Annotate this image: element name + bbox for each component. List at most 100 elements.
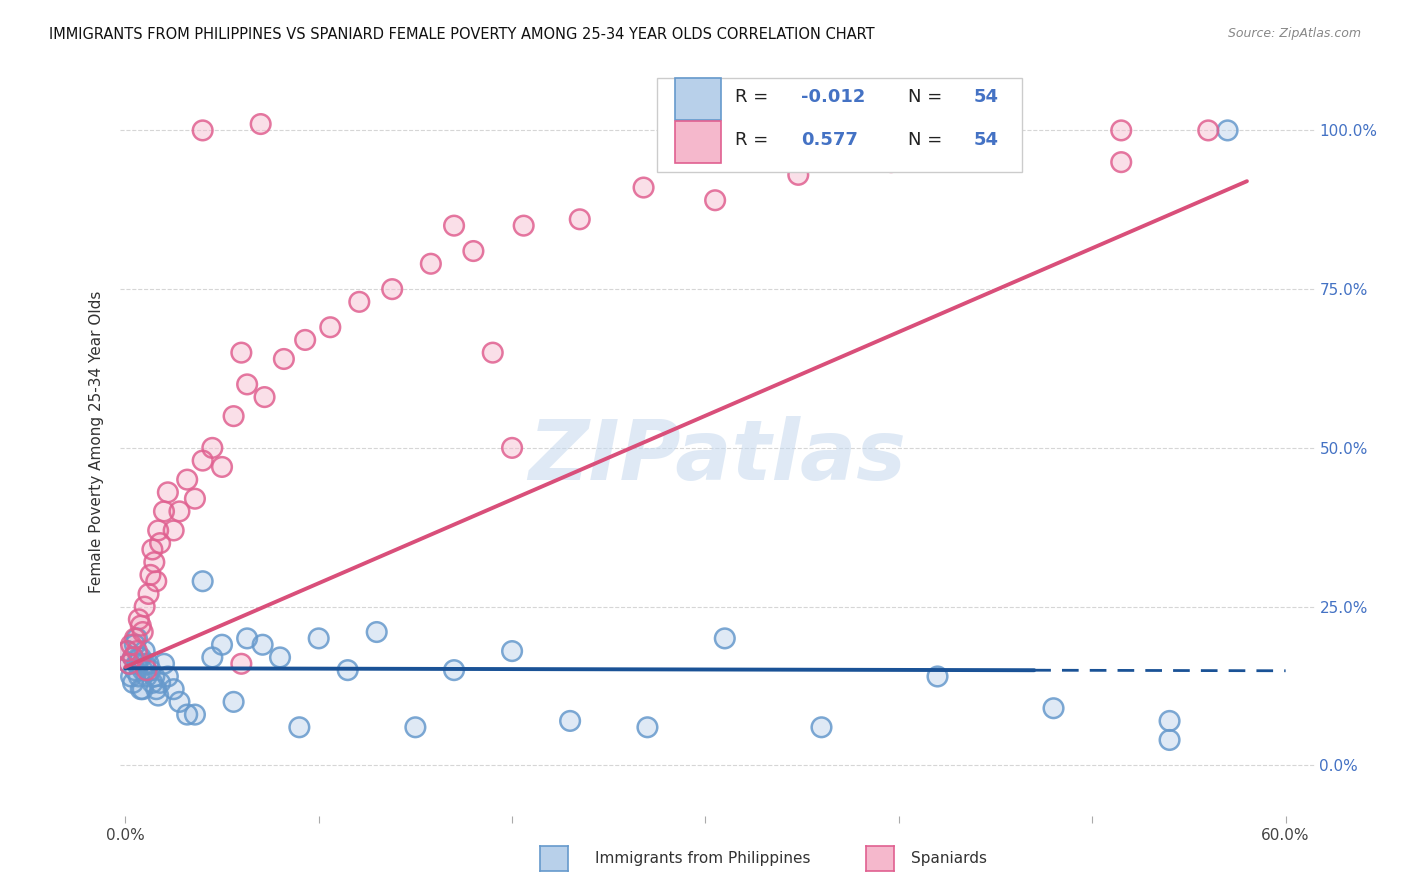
Text: ZIPatlas: ZIPatlas — [529, 416, 905, 497]
Point — [1042, 701, 1064, 715]
Point — [294, 333, 316, 347]
Point — [633, 180, 655, 194]
Point — [122, 676, 145, 690]
Point — [117, 644, 139, 658]
Point — [176, 707, 198, 722]
Point — [184, 491, 207, 506]
Point — [1216, 123, 1239, 137]
Point — [211, 638, 233, 652]
Point — [129, 650, 152, 665]
Point — [134, 657, 156, 671]
Point — [129, 618, 152, 632]
Point — [191, 574, 214, 589]
Point — [148, 689, 170, 703]
Point — [145, 682, 167, 697]
Point — [1042, 701, 1064, 715]
Point — [1216, 123, 1239, 137]
Point — [132, 663, 155, 677]
Point — [124, 638, 146, 652]
Point — [191, 453, 214, 467]
Point — [1159, 714, 1181, 728]
Point — [201, 650, 224, 665]
Point — [149, 676, 172, 690]
Point — [236, 377, 259, 392]
Point — [135, 663, 157, 677]
Point — [927, 669, 949, 683]
Point — [135, 663, 157, 677]
Point — [481, 345, 503, 359]
Point — [124, 663, 146, 677]
Point — [501, 441, 523, 455]
Point — [1109, 155, 1132, 169]
Point — [145, 682, 167, 697]
Point — [138, 657, 160, 671]
Point — [153, 504, 176, 518]
Point — [191, 574, 214, 589]
Point — [139, 567, 162, 582]
Point — [349, 294, 371, 309]
Point — [810, 720, 832, 734]
Point — [463, 244, 485, 258]
Text: IMMIGRANTS FROM PHILIPPINES VS SPANIARD FEMALE POVERTY AMONG 25-34 YEAR OLDS COR: IMMIGRANTS FROM PHILIPPINES VS SPANIARD … — [49, 27, 875, 42]
Point — [163, 524, 186, 538]
Point — [148, 524, 170, 538]
Point — [336, 663, 359, 677]
Point — [153, 657, 176, 671]
Point — [988, 143, 1011, 157]
Point — [134, 657, 156, 671]
Point — [222, 409, 245, 424]
Point — [118, 657, 141, 671]
Point — [288, 720, 311, 734]
Point — [633, 180, 655, 194]
Point — [636, 720, 658, 734]
Point — [124, 638, 146, 652]
Point — [143, 555, 166, 569]
Point — [128, 669, 150, 683]
Point — [125, 632, 148, 646]
Point — [143, 669, 166, 683]
Point — [132, 682, 155, 697]
Point — [366, 625, 388, 640]
Point — [988, 143, 1011, 157]
Point — [211, 459, 233, 474]
Point — [156, 485, 179, 500]
Point — [117, 644, 139, 658]
Point — [120, 669, 142, 683]
Point — [1159, 733, 1181, 747]
Point — [120, 638, 142, 652]
Point — [294, 333, 316, 347]
Point — [139, 663, 162, 677]
Point — [141, 676, 163, 690]
Point — [231, 345, 253, 359]
Point — [236, 632, 259, 646]
Point — [191, 123, 214, 137]
Point — [236, 377, 259, 392]
Point — [129, 650, 152, 665]
Point — [138, 657, 160, 671]
Point — [880, 155, 903, 169]
Point — [132, 682, 155, 697]
Point — [512, 219, 534, 233]
Point — [404, 720, 426, 734]
Point — [169, 695, 191, 709]
Point — [148, 524, 170, 538]
Point — [319, 320, 342, 334]
Point — [349, 294, 371, 309]
Point — [125, 657, 148, 671]
Point — [117, 644, 139, 658]
Point — [129, 618, 152, 632]
Point — [201, 441, 224, 455]
Point — [501, 644, 523, 658]
Point — [143, 555, 166, 569]
Point — [176, 707, 198, 722]
Point — [1109, 155, 1132, 169]
Text: Immigrants from Philippines: Immigrants from Philippines — [595, 851, 811, 865]
Point — [134, 599, 156, 614]
Point — [184, 491, 207, 506]
Point — [134, 599, 156, 614]
Text: 0.577: 0.577 — [801, 131, 858, 149]
Point — [288, 720, 311, 734]
Point — [163, 682, 186, 697]
Point — [125, 632, 148, 646]
Point — [129, 682, 152, 697]
